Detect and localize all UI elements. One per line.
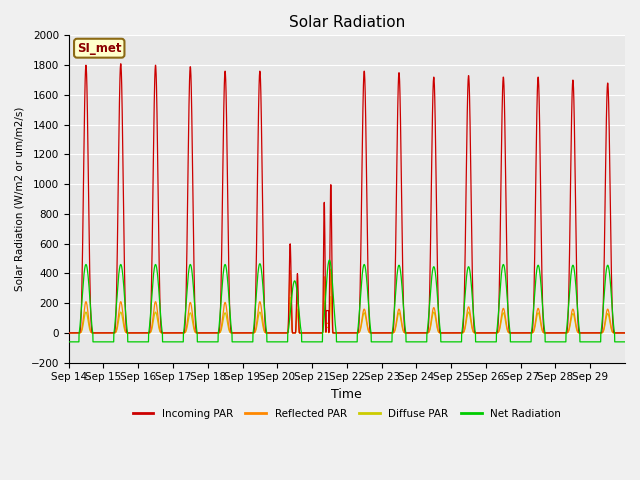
Legend: Incoming PAR, Reflected PAR, Diffuse PAR, Net Radiation: Incoming PAR, Reflected PAR, Diffuse PAR… — [129, 405, 565, 423]
Title: Solar Radiation: Solar Radiation — [289, 15, 405, 30]
X-axis label: Time: Time — [332, 388, 362, 401]
Text: SI_met: SI_met — [77, 42, 122, 55]
Y-axis label: Solar Radiation (W/m2 or um/m2/s): Solar Radiation (W/m2 or um/m2/s) — [15, 107, 25, 291]
